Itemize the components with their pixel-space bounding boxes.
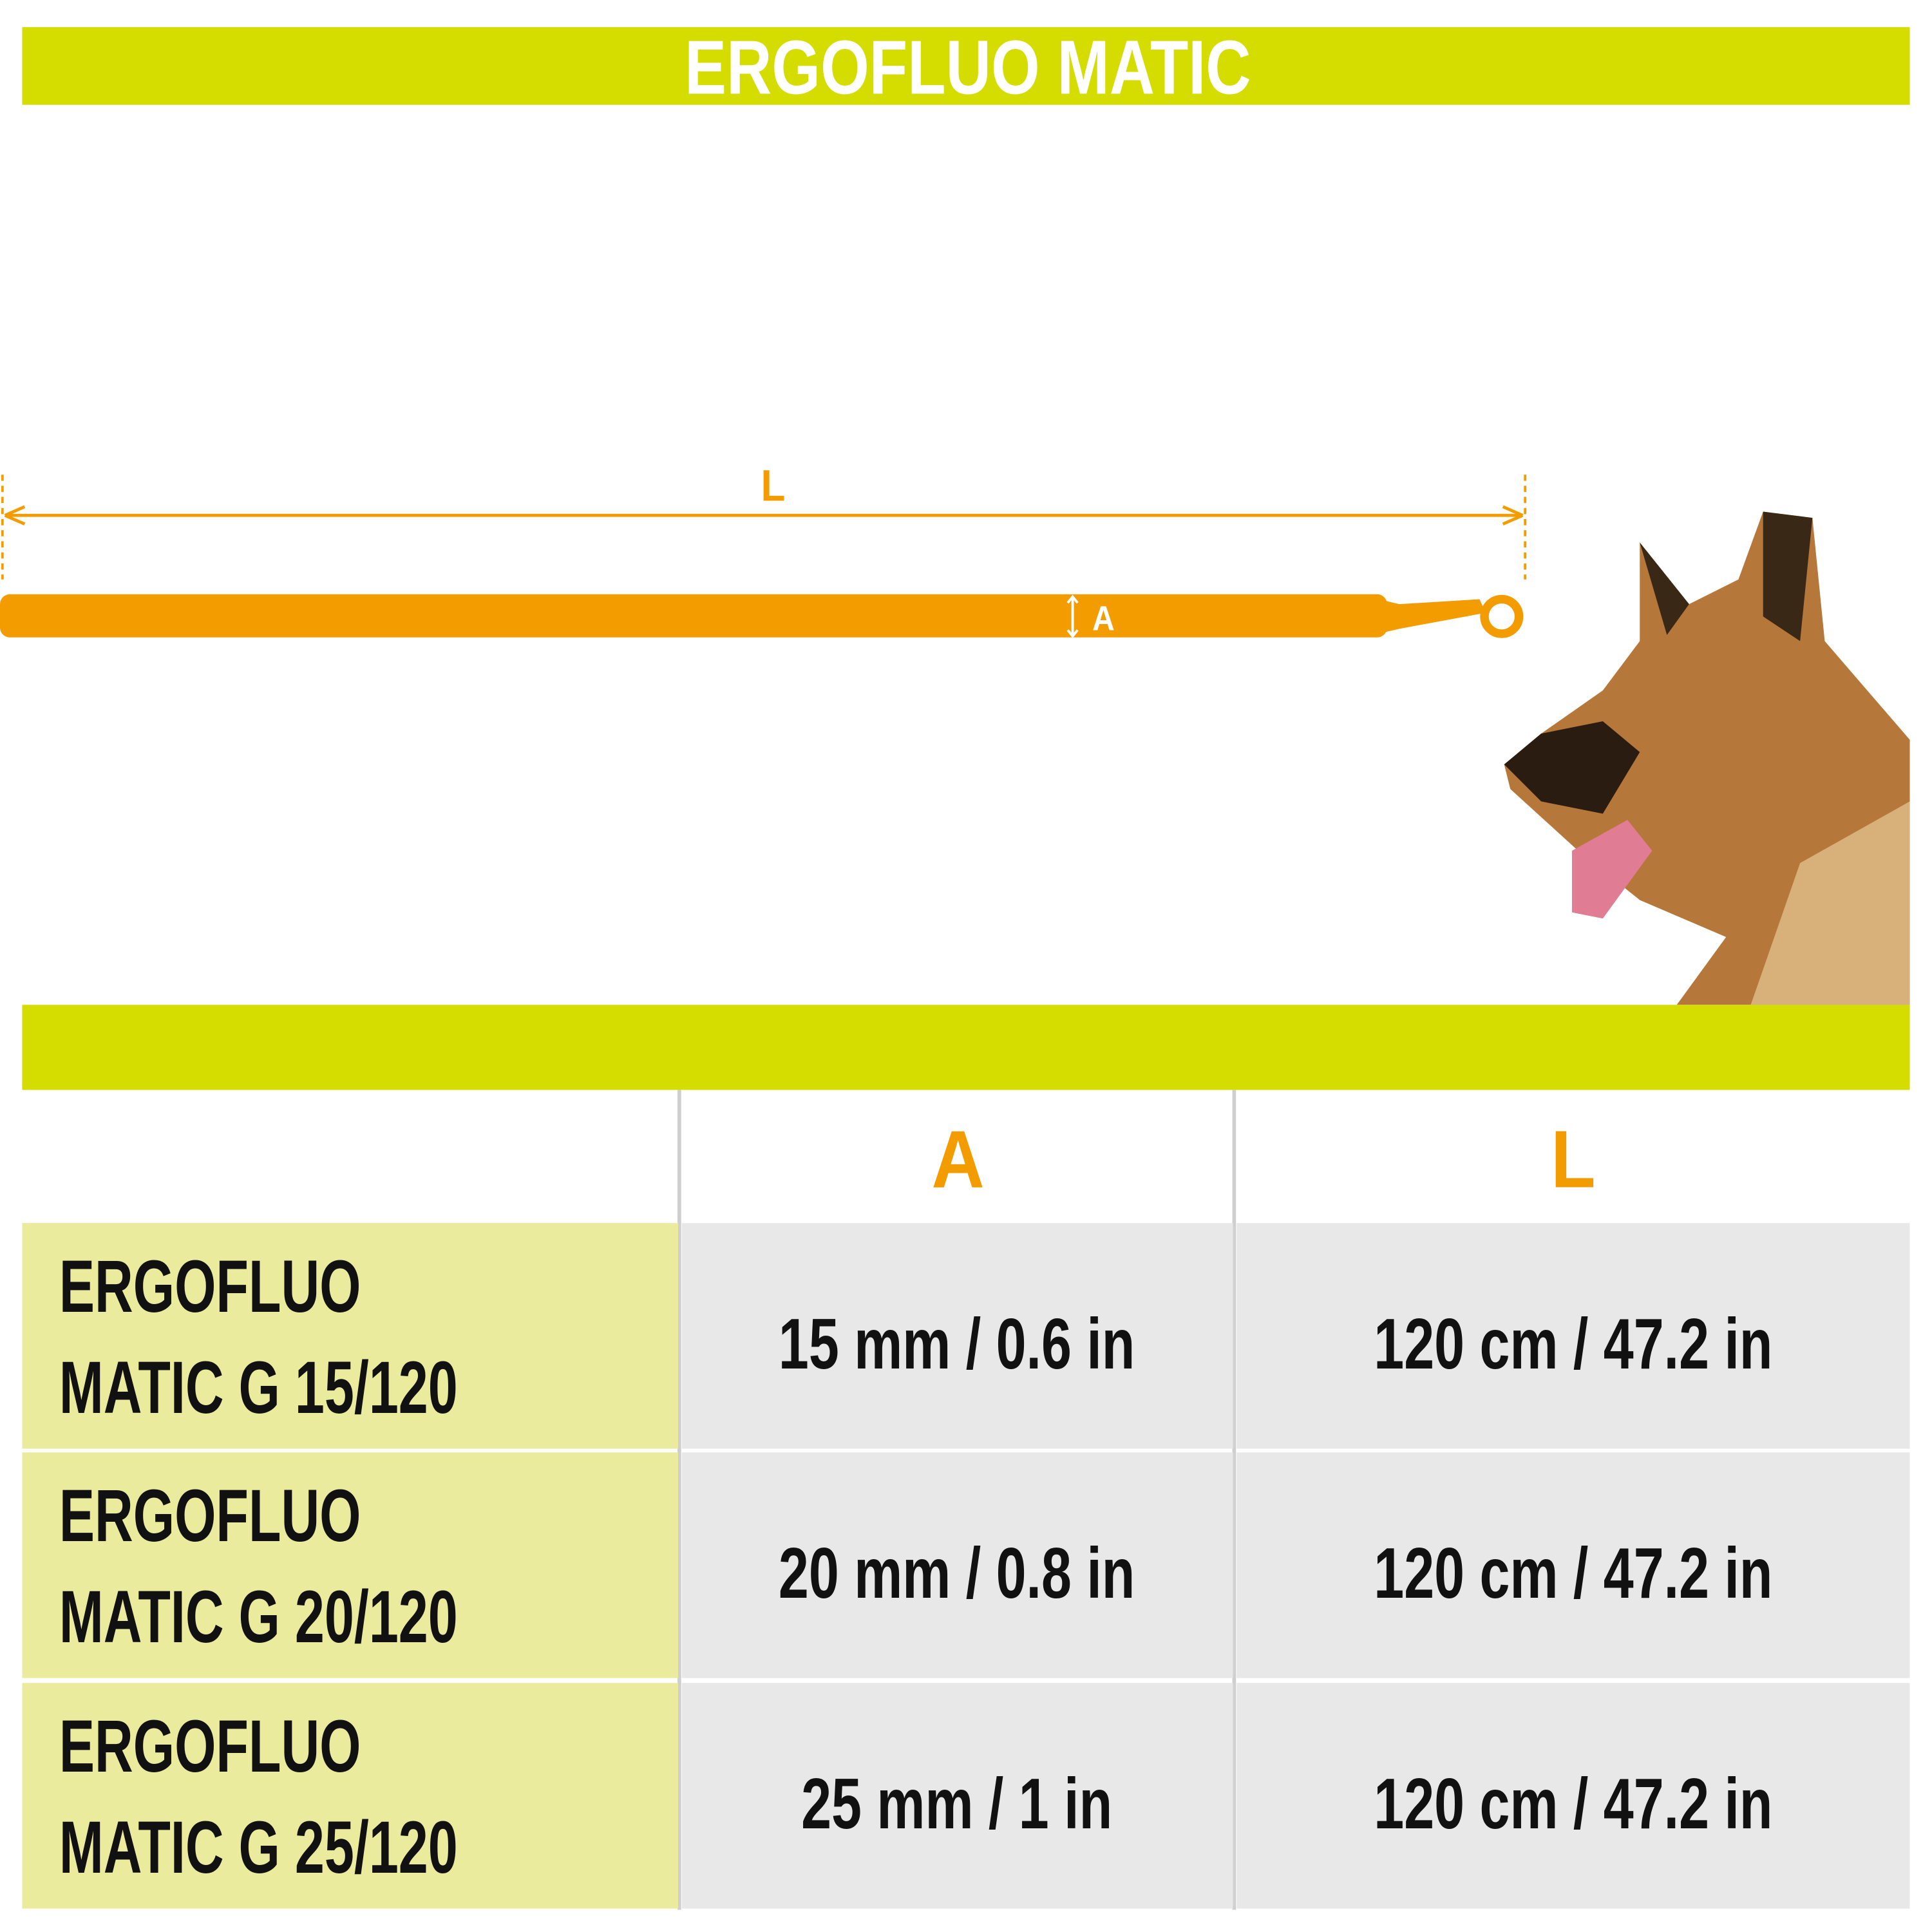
length-value: 120 cm / 47.2 in	[1374, 1764, 1772, 1844]
value-cell	[1236, 1683, 1910, 1909]
title-bar	[22, 27, 1910, 105]
width-arrow	[1066, 594, 1079, 638]
width-value: 15 mm / 0.6 in	[779, 1304, 1135, 1384]
row-name: ERGOFLUO	[59, 1245, 361, 1329]
length-value: 120 cm / 47.2 in	[1374, 1304, 1772, 1384]
width-value: 20 mm / 0.8 in	[779, 1533, 1135, 1613]
name-cell	[22, 1452, 678, 1678]
dog-image	[1504, 511, 1910, 1005]
value-cell	[681, 1452, 1233, 1678]
value-cell	[681, 1223, 1233, 1449]
width-label: A	[1092, 599, 1115, 638]
row-name: MATIC G 15/120	[59, 1347, 458, 1430]
row-name: MATIC G 20/120	[59, 1576, 458, 1659]
length-label: L	[761, 460, 785, 510]
row-name: MATIC G 25/120	[59, 1806, 458, 1889]
row-name: ERGOFLUO	[59, 1705, 361, 1788]
value-cell	[1236, 1223, 1910, 1449]
value-cell	[681, 1683, 1233, 1909]
column-header: A	[931, 1114, 984, 1205]
name-cell	[22, 1223, 678, 1449]
length-value: 120 cm / 47.2 in	[1374, 1533, 1772, 1613]
row-name: ERGOFLUO	[59, 1475, 361, 1558]
leash-diagram	[0, 475, 1527, 638]
table-bar	[22, 1005, 1910, 1090]
leash-strap	[0, 594, 1387, 638]
page-title: ERGOFLUO MATIC	[685, 25, 1251, 110]
width-value: 25 mm / 1 in	[801, 1764, 1112, 1844]
leash-hook	[1378, 599, 1486, 634]
column-header: L	[1551, 1114, 1595, 1205]
dim-arrows	[4, 505, 1524, 526]
leash-ring	[1480, 594, 1524, 638]
value-cell	[1236, 1452, 1910, 1678]
table	[22, 1223, 1910, 1909]
name-cell	[22, 1683, 678, 1909]
